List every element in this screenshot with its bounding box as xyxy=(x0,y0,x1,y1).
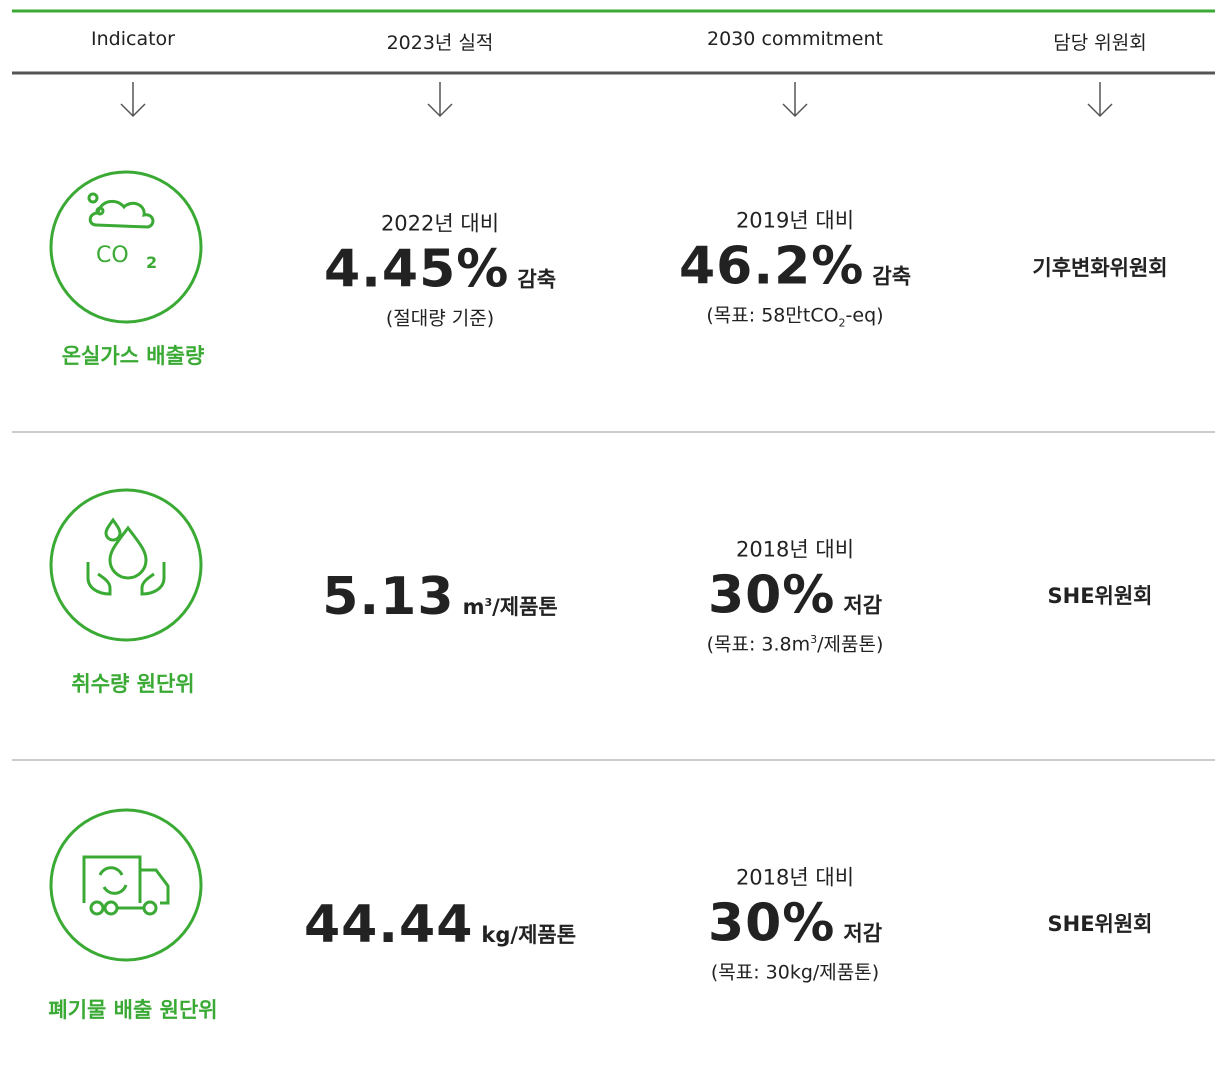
note-part: -eq) xyxy=(845,304,884,327)
note-part: 3 xyxy=(810,633,818,647)
icon-water xyxy=(49,488,203,642)
note-part: (절대량 기준) xyxy=(385,307,495,330)
figure: 44.44 kg/제품톤 xyxy=(304,895,576,955)
note-part: (목표: 30kg/제품톤) xyxy=(710,961,880,984)
value-cell: 2019년 대비 46.2% 감축 (목표: 58만tCO2-eq) xyxy=(679,205,911,330)
unit-part: kg/제품톤 xyxy=(481,923,577,947)
unit: 저감 xyxy=(843,918,882,948)
header-cell: 2023년 실적 xyxy=(386,32,494,54)
header-cell: 2030 commitment xyxy=(707,28,883,50)
note: (목표: 3.8m3/제품톤) xyxy=(707,630,884,657)
svg-text:2: 2 xyxy=(146,253,157,272)
note-part: /제품톤) xyxy=(817,633,884,656)
value-cell: 2022년 대비 4.45% 감축 (절대량 기준) xyxy=(324,208,556,331)
value-cell: 5.13 m3/제품톤 xyxy=(322,567,558,627)
indicator-label: 취수량 원단위 xyxy=(71,672,195,696)
value: 5.13 xyxy=(322,567,455,627)
value-cell: 2018년 대비 30% 저감 (목표: 3.8m3/제품톤) xyxy=(707,534,884,657)
figure: 5.13 m3/제품톤 xyxy=(322,567,558,627)
note: (목표: 30kg/제품톤) xyxy=(711,958,879,985)
value-cell: 44.44 kg/제품톤 xyxy=(304,895,576,955)
unit: m3/제품톤 xyxy=(463,591,558,621)
committee: SHE위원회 xyxy=(1047,912,1153,936)
header-cell: 담당 위원회 xyxy=(1053,32,1147,54)
icon-truck xyxy=(49,808,203,962)
figure: 4.45% 감축 xyxy=(324,240,556,300)
svg-text:CO: CO xyxy=(96,243,129,268)
note: (목표: 58만tCO2-eq) xyxy=(706,301,883,330)
indicator-label: 온실가스 배출량 xyxy=(61,344,205,368)
unit: kg/제품톤 xyxy=(481,919,576,949)
committee: 기후변화위원회 xyxy=(1032,256,1168,280)
unit-part: m xyxy=(462,595,485,619)
note-part: (목표: 3.8m xyxy=(706,633,811,656)
basis: 2022년 대비 xyxy=(380,211,500,236)
unit: 저감 xyxy=(843,590,882,620)
unit-part: 3 xyxy=(484,596,493,609)
arrows xyxy=(120,82,1113,118)
figure: 46.2% 감축 xyxy=(679,237,911,297)
figure: 30% 저감 xyxy=(708,566,882,626)
unit-part: 감축 xyxy=(517,267,557,292)
unit: 감축 xyxy=(517,264,556,294)
note: (절대량 기준) xyxy=(386,304,494,331)
unit-part: 저감 xyxy=(843,593,883,618)
indicator-label: 폐기물 배출 원단위 xyxy=(48,998,218,1022)
unit-part: 감축 xyxy=(872,264,912,289)
basis: 2018년 대비 xyxy=(735,537,855,562)
unit-part: 저감 xyxy=(843,921,883,946)
value: 4.45% xyxy=(323,239,510,300)
figure: 30% 저감 xyxy=(708,894,882,954)
committee: SHE위원회 xyxy=(1047,584,1153,608)
unit: 감축 xyxy=(872,261,911,291)
basis: 2019년 대비 xyxy=(735,208,855,233)
icon-co2: CO 2 xyxy=(49,170,203,324)
value: 30% xyxy=(707,565,836,626)
value: 44.44 xyxy=(303,895,474,955)
note-part: (목표: 58만tCO xyxy=(706,304,839,327)
note-part: 2 xyxy=(838,316,846,330)
value-cell: 2018년 대비 30% 저감 (목표: 30kg/제품톤) xyxy=(708,862,882,985)
value: 46.2% xyxy=(678,236,865,297)
unit-part: /제품톤 xyxy=(492,595,558,619)
header-cell: Indicator xyxy=(91,28,175,50)
value: 30% xyxy=(707,893,836,954)
basis: 2018년 대비 xyxy=(735,865,855,890)
